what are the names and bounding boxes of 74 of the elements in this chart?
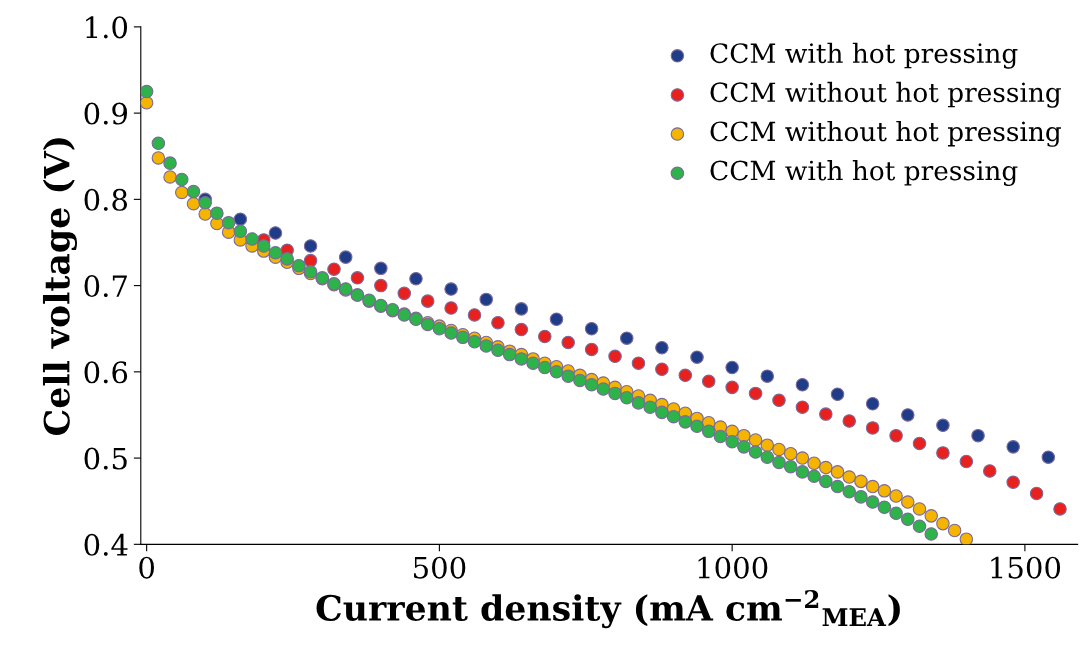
- point: [865, 421, 880, 435]
- point: [889, 428, 903, 443]
- point: [233, 212, 248, 226]
- x-tick-label: 1000: [698, 556, 768, 579]
- point: [409, 271, 423, 286]
- point: [420, 294, 435, 308]
- point: [350, 271, 365, 285]
- point: [444, 282, 458, 296]
- point: [1006, 475, 1020, 489]
- point: [631, 356, 646, 370]
- x-tick-label: 1500: [991, 556, 1061, 579]
- point: [538, 329, 552, 344]
- point: [701, 374, 716, 389]
- point: [912, 436, 927, 451]
- y-tick-label: 0.5: [84, 447, 127, 470]
- point: [1006, 440, 1020, 454]
- point: [584, 342, 599, 357]
- point: [678, 368, 693, 383]
- point: [760, 369, 775, 383]
- point: [514, 322, 529, 337]
- point: [338, 250, 353, 264]
- point: [936, 418, 950, 433]
- point: [1041, 450, 1056, 464]
- point: [619, 331, 634, 345]
- point: [725, 360, 739, 375]
- y-axis-title: Cell voltage (V): [42, 138, 78, 435]
- point: [374, 278, 388, 293]
- point: [959, 454, 974, 469]
- point: [865, 396, 880, 411]
- point: [374, 261, 388, 276]
- point: [303, 253, 318, 268]
- point: [608, 349, 622, 364]
- point: [901, 408, 915, 422]
- point: [748, 386, 763, 401]
- point: [1053, 502, 1067, 516]
- y-tick-label: 0.4: [84, 533, 128, 556]
- point: [830, 387, 845, 402]
- point: [655, 340, 669, 355]
- point: [936, 446, 950, 460]
- point: [561, 335, 575, 350]
- point: [1029, 486, 1044, 501]
- y-tick-label: 1.0: [86, 16, 128, 39]
- point: [268, 226, 283, 240]
- point: [514, 302, 529, 316]
- point: [479, 292, 493, 307]
- legend-label: CCM with hot pressing: [710, 160, 1018, 186]
- point: [842, 414, 857, 428]
- legend-label: CCM without hot pressing: [710, 81, 1061, 108]
- y-tick-label: 0.8: [84, 188, 128, 211]
- legend-label: CCM without hot pressing: [710, 120, 1061, 147]
- point: [819, 407, 833, 421]
- point: [549, 312, 564, 326]
- x-tick-label: 500: [414, 556, 466, 579]
- point: [982, 464, 997, 478]
- point: [491, 315, 505, 330]
- point: [725, 380, 739, 395]
- point: [795, 400, 810, 414]
- point: [655, 362, 669, 377]
- legend-label: CCM with hot pressing: [710, 42, 1018, 69]
- x-tick-label: 0: [139, 556, 154, 579]
- point: [444, 301, 458, 315]
- y-tick-label: 0.7: [84, 275, 127, 298]
- point: [795, 378, 810, 392]
- y-tick-label: 0.6: [84, 361, 128, 384]
- x-axis-title: Current density (mA cm$^{−2}$$_{MEA}$): [316, 589, 900, 629]
- point: [772, 393, 786, 408]
- point: [467, 308, 482, 322]
- point: [584, 321, 599, 336]
- point: [397, 286, 412, 301]
- point: [971, 428, 985, 443]
- point: [303, 239, 318, 253]
- y-tick-label: 0.9: [84, 102, 128, 125]
- point: [327, 262, 341, 276]
- point: [690, 350, 704, 364]
